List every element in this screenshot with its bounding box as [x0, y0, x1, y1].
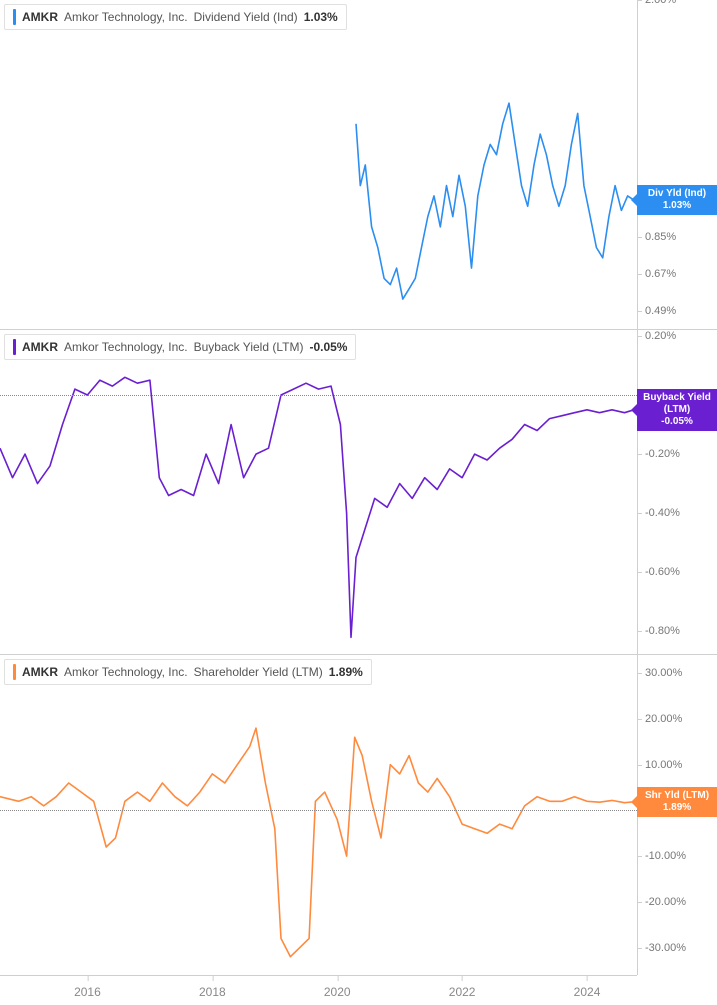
x-tick-label: 2016: [74, 975, 101, 999]
line-chart: [0, 655, 637, 975]
plot-area[interactable]: [0, 330, 637, 655]
y-axis: 2.00%1.00%0.85%0.67%0.49%Div Yld (Ind)1.…: [637, 0, 717, 330]
chart-container: AMKR Amkor Technology, Inc. Dividend Yie…: [0, 0, 717, 1005]
line-chart: [0, 330, 637, 655]
zero-line: [0, 810, 637, 811]
y-tick-label: 20.00%: [637, 713, 717, 725]
x-tick-label: 2024: [574, 975, 601, 999]
marker-value: 1.89%: [643, 802, 711, 814]
y-tick-label: -0.80%: [637, 625, 717, 637]
legend-name: Amkor Technology, Inc.: [64, 340, 188, 354]
legend-name: Amkor Technology, Inc.: [64, 665, 188, 679]
y-tick-label: 0.49%: [637, 305, 717, 317]
x-tick-label: 2020: [324, 975, 351, 999]
marker-value: -0.05%: [643, 416, 711, 428]
panel-shareholder-yield[interactable]: AMKR Amkor Technology, Inc. Shareholder …: [0, 655, 717, 975]
legend-value: -0.05%: [309, 340, 347, 354]
zero-line: [0, 395, 637, 396]
marker-title: Div Yld (Ind): [643, 188, 711, 200]
line-chart: [0, 0, 637, 330]
legend-metric: Shareholder Yield (LTM): [194, 665, 323, 679]
y-tick-label: 0.20%: [637, 330, 717, 342]
y-tick-label: -0.40%: [637, 507, 717, 519]
marker-title: Buyback Yield (LTM): [643, 392, 711, 416]
y-tick-label: -0.20%: [637, 448, 717, 460]
plot-area[interactable]: [0, 0, 637, 330]
legend-metric: Dividend Yield (Ind): [194, 10, 298, 24]
y-tick-label: -0.60%: [637, 566, 717, 578]
marker-value: 1.03%: [643, 200, 711, 212]
legend-shareholder-yield[interactable]: AMKR Amkor Technology, Inc. Shareholder …: [4, 659, 372, 685]
y-axis: 30.00%20.00%10.00%0.00%-10.00%-20.00%-30…: [637, 655, 717, 975]
legend-value: 1.89%: [329, 665, 363, 679]
legend-ticker: AMKR: [22, 340, 58, 354]
panel-buyback-yield[interactable]: AMKR Amkor Technology, Inc. Buyback Yiel…: [0, 330, 717, 655]
y-tick-label: 0.85%: [637, 231, 717, 243]
y-tick-label: 2.00%: [637, 0, 717, 6]
y-tick-label: 10.00%: [637, 759, 717, 771]
y-tick-label: 30.00%: [637, 667, 717, 679]
legend-div-yield[interactable]: AMKR Amkor Technology, Inc. Dividend Yie…: [4, 4, 347, 30]
legend-color-swatch: [13, 9, 16, 25]
y-axis: 0.20%0.00%-0.20%-0.40%-0.60%-0.80%Buybac…: [637, 330, 717, 655]
legend-metric: Buyback Yield (LTM): [194, 340, 304, 354]
marker-title: Shr Yld (LTM): [643, 790, 711, 802]
legend-value: 1.03%: [304, 10, 338, 24]
legend-color-swatch: [13, 664, 16, 680]
y-tick-label: -20.00%: [637, 896, 717, 908]
x-tick-label: 2018: [199, 975, 226, 999]
value-marker: Buyback Yield (LTM)-0.05%: [637, 389, 717, 431]
legend-ticker: AMKR: [22, 10, 58, 24]
value-marker: Shr Yld (LTM)1.89%: [637, 787, 717, 817]
legend-name: Amkor Technology, Inc.: [64, 10, 188, 24]
panel-div-yield[interactable]: AMKR Amkor Technology, Inc. Dividend Yie…: [0, 0, 717, 330]
value-marker: Div Yld (Ind)1.03%: [637, 185, 717, 215]
x-axis: 2016 2018 2020 2022 2024: [0, 975, 637, 1005]
y-tick-label: -30.00%: [637, 942, 717, 954]
legend-buyback-yield[interactable]: AMKR Amkor Technology, Inc. Buyback Yiel…: [4, 334, 356, 360]
plot-area[interactable]: [0, 655, 637, 975]
y-tick-label: -10.00%: [637, 850, 717, 862]
legend-ticker: AMKR: [22, 665, 58, 679]
x-tick-label: 2022: [449, 975, 476, 999]
y-tick-label: 0.67%: [637, 268, 717, 280]
legend-color-swatch: [13, 339, 16, 355]
